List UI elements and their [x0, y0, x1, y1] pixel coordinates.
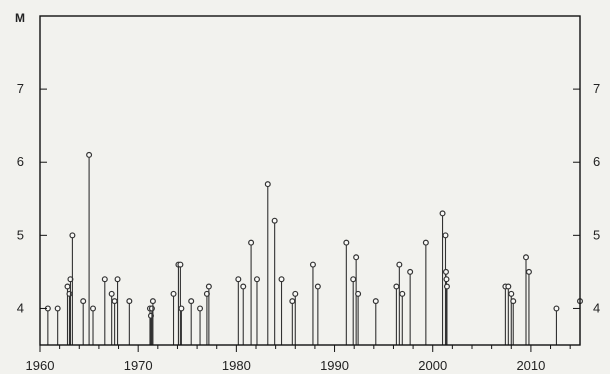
y-tick-label-left: 6: [17, 154, 24, 169]
x-tick-label: 1960: [26, 358, 55, 373]
event-point: [111, 298, 118, 305]
plot-frame: [39, 15, 581, 346]
event-point: [289, 298, 296, 305]
event-point: [442, 232, 449, 239]
event-point: [508, 290, 515, 297]
event-point: [399, 290, 406, 297]
event-point: [355, 290, 362, 297]
x-tick-label: 1970: [124, 358, 153, 373]
event-point: [178, 305, 185, 312]
event-point: [101, 276, 108, 283]
event-point: [253, 276, 260, 283]
event-point: [69, 232, 76, 239]
x-tick-label: 1990: [320, 358, 349, 373]
event-point: [197, 305, 204, 312]
event-point: [90, 305, 97, 312]
event-point: [510, 298, 517, 305]
event-point: [148, 305, 155, 312]
event-point: [108, 290, 115, 297]
event-point: [205, 283, 212, 290]
event-point: [64, 283, 71, 290]
y-tick-label-left: 5: [17, 227, 24, 242]
y-tick-label-right: 5: [593, 227, 600, 242]
event-point: [343, 239, 350, 246]
y-tick-label-right: 4: [593, 300, 600, 315]
event-point: [271, 217, 278, 224]
y-tick-label-left: 4: [17, 300, 24, 315]
event-point: [248, 239, 255, 246]
event-point: [126, 298, 133, 305]
event-point: [396, 261, 403, 268]
event-point: [553, 305, 560, 312]
x-tick-label: 2010: [516, 358, 545, 373]
y-tick-label-right: 7: [593, 81, 600, 96]
event-point: [170, 290, 177, 297]
x-tick-label: 2000: [418, 358, 447, 373]
axis-ticks: 1960 1970 1980 1990 2000 2010 4 4 5 5 6 6 7 7: [17, 81, 600, 373]
event-point: [314, 283, 321, 290]
event-point: [350, 276, 357, 283]
event-point: [443, 283, 450, 290]
event-point: [372, 298, 379, 305]
event-point: [309, 261, 316, 268]
x-tick-label: 1980: [222, 358, 251, 373]
event-point: [54, 305, 61, 312]
event-point: [66, 290, 73, 297]
event-point: [525, 268, 532, 275]
event-point: [505, 283, 512, 290]
event-point: [149, 298, 156, 305]
event-point: [422, 239, 429, 246]
event-point: [442, 268, 449, 275]
event-point: [278, 276, 285, 283]
event-point: [292, 290, 299, 297]
event-point: [86, 151, 93, 158]
event-point: [264, 181, 271, 188]
y-tick-label-right: 6: [593, 154, 600, 169]
event-point: [240, 283, 247, 290]
event-point: [80, 298, 87, 305]
event-point: [407, 268, 414, 275]
chart-marks: [44, 151, 583, 345]
y-axis-label: M: [15, 11, 25, 25]
event-point: [439, 210, 446, 217]
event-point: [443, 276, 450, 283]
y-tick-label-left: 7: [17, 81, 24, 96]
event-point: [522, 254, 529, 261]
event-point: [177, 261, 184, 268]
event-point: [353, 254, 360, 261]
event-point: [235, 276, 242, 283]
event-point: [114, 276, 121, 283]
event-point: [188, 298, 195, 305]
event-point: [393, 283, 400, 290]
